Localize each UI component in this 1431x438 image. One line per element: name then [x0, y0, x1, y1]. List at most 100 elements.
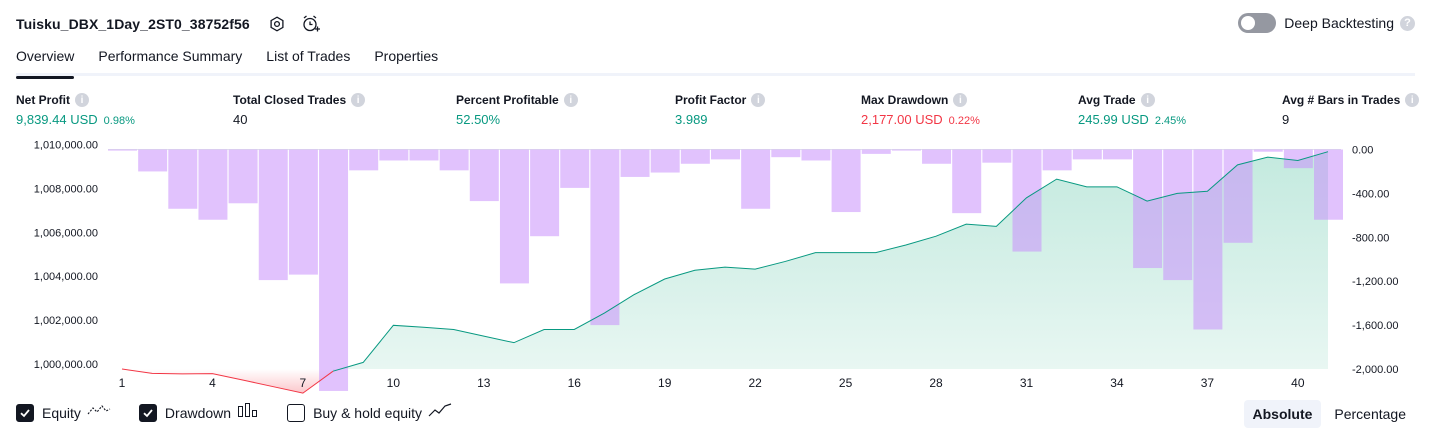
- x-axis-tick-label: 34: [1110, 376, 1124, 390]
- x-axis-tick-label: 37: [1201, 376, 1215, 390]
- deep-backtesting: Deep Backtesting ?: [1238, 13, 1415, 33]
- x-axis-tick-label: 13: [477, 376, 491, 390]
- buy-hold-label: Buy & hold equity: [313, 404, 423, 421]
- drawdown-bar: [590, 149, 620, 326]
- drawdown-bar: [469, 149, 499, 202]
- drawdown-bar: [650, 149, 680, 173]
- stat-value: 2,177.00 USD: [861, 112, 943, 127]
- right-axis-tick-label: -400.00: [1352, 188, 1389, 200]
- strategy-name: Tuisku_DBX_1Day_2ST0_38752f56: [16, 16, 250, 32]
- drawdown-bar: [349, 149, 379, 171]
- drawdown-bar: [801, 149, 831, 161]
- left-axis-tick-label: 1,010,000.00: [34, 140, 98, 152]
- toggle-knob: [1241, 16, 1256, 30]
- stat-net-profit: Net Profit i 9,839.44 USD 0.98%: [16, 93, 135, 127]
- drawdown-bar: [1133, 149, 1163, 269]
- stat-title: Net Profit: [16, 93, 70, 107]
- buy-hold-line-icon: [428, 402, 452, 423]
- drawdown-bar: [1283, 149, 1313, 169]
- drawdown-bar: [108, 149, 137, 151]
- drawdown-bar: [861, 149, 891, 154]
- drawdown-bar: [891, 149, 921, 151]
- stat-value: 40: [233, 112, 248, 127]
- stat-total-closed-trades: Total Closed Trades i 40: [233, 93, 366, 127]
- stat-percent-profitable: Percent Profitable i 52.50%: [456, 93, 578, 127]
- drawdown-bar: [741, 149, 771, 209]
- stat-title: Profit Factor: [675, 93, 747, 107]
- tab-performance-summary[interactable]: Performance Summary: [98, 48, 243, 64]
- stat-avg-trade: Avg Trade i 245.99 USD 2.45%: [1078, 93, 1186, 127]
- equity-loss-line: [121, 368, 334, 394]
- x-axis-tick-label: 31: [1020, 376, 1034, 390]
- stat-value: 3.989: [675, 112, 708, 127]
- info-icon[interactable]: i: [751, 93, 766, 107]
- tab-properties[interactable]: Properties: [374, 48, 439, 64]
- legend-drawdown[interactable]: Drawdown: [138, 402, 259, 423]
- stat-percent: 0.22%: [948, 115, 980, 127]
- x-axis-tick-label: 4: [209, 376, 216, 390]
- drawdown-bar: [319, 149, 349, 391]
- left-axis-tick-label: 1,008,000.00: [34, 183, 98, 195]
- drawdown-bar: [1223, 149, 1253, 243]
- stat-value: 245.99 USD: [1078, 112, 1149, 127]
- drawdown-bar: [1072, 149, 1102, 160]
- x-axis-tick-label: 40: [1291, 376, 1305, 390]
- legend-equity[interactable]: Equity: [16, 402, 111, 423]
- tab-overview[interactable]: Overview: [16, 42, 75, 79]
- equity-checkbox[interactable]: [16, 403, 34, 422]
- left-axis-tick-label: 1,000,000.00: [34, 359, 98, 371]
- info-icon[interactable]: i: [75, 93, 89, 107]
- drawdown-bar: [831, 149, 861, 213]
- left-axis-tick-label: 1,002,000.00: [34, 315, 98, 327]
- right-axis-tick-label: -1,200.00: [1352, 276, 1398, 288]
- drawdown-bar: [982, 149, 1012, 163]
- x-axis-tick-label: 1: [119, 376, 126, 390]
- x-axis-tick-label: 22: [748, 376, 762, 390]
- tab-list-of-trades[interactable]: List of Trades: [266, 48, 351, 64]
- equity-loss-area: [122, 369, 334, 394]
- buy-hold-checkbox[interactable]: [287, 403, 306, 422]
- info-icon[interactable]: i: [351, 93, 366, 107]
- drawdown-bar: [952, 149, 982, 214]
- alarm-add-icon[interactable]: [300, 13, 322, 35]
- drawdown-bar: [620, 149, 650, 177]
- deep-backtesting-toggle[interactable]: [1238, 13, 1277, 33]
- info-icon[interactable]: i: [563, 93, 578, 107]
- percentage-button[interactable]: Percentage: [1334, 406, 1406, 422]
- x-axis-tick-label: 28: [929, 376, 943, 390]
- drawdown-bars-icon: [237, 402, 259, 423]
- drawdown-bar: [258, 149, 288, 281]
- left-axis-tick-label: 1,006,000.00: [34, 227, 98, 239]
- stat-value: 9,839.44 USD: [16, 112, 98, 127]
- drawdown-bar: [1253, 149, 1283, 152]
- drawdown-checkbox[interactable]: [138, 403, 157, 422]
- stat-percent: 2.45%: [1154, 115, 1187, 127]
- legend-buy-hold[interactable]: Buy & hold equity: [287, 402, 452, 423]
- right-axis-tick-label: 0.00: [1352, 145, 1373, 157]
- drawdown-bar: [771, 149, 801, 158]
- settings-icon[interactable]: [266, 13, 288, 35]
- stat-title: Avg Trade: [1078, 93, 1136, 107]
- drawdown-bar: [379, 149, 409, 161]
- overview-stats: Net Profit i 9,839.44 USD 0.98% Total Clos…: [0, 93, 1431, 129]
- right-axis-tick-label: -1,600.00: [1352, 320, 1398, 332]
- drawdown-bar: [680, 149, 710, 164]
- drawdown-bar: [711, 149, 740, 160]
- equity-profit-area: [333, 151, 1328, 372]
- stat-title: Avg # Bars in Trades: [1282, 93, 1401, 107]
- stat-profit-factor: Profit Factor i 3.989: [675, 93, 766, 127]
- x-axis-tick-label: 19: [658, 376, 672, 390]
- info-icon[interactable]: i: [953, 93, 968, 107]
- drawdown-bar: [168, 149, 198, 209]
- x-axis-tick-label: 25: [839, 376, 853, 390]
- equity-label: Equity: [42, 404, 81, 421]
- info-icon[interactable]: i: [1140, 93, 1155, 107]
- drawdown-bar: [530, 149, 560, 237]
- absolute-button[interactable]: Absolute: [1243, 400, 1322, 428]
- info-icon[interactable]: i: [1405, 93, 1420, 107]
- help-icon[interactable]: ?: [1400, 15, 1415, 31]
- x-axis-tick-label: 10: [387, 376, 401, 390]
- chart-legend: Equity Drawdown Buy & hold equity: [16, 402, 480, 423]
- left-axis-tick-label: 1,004,000.00: [34, 271, 98, 283]
- drawdown-bar: [1012, 149, 1042, 252]
